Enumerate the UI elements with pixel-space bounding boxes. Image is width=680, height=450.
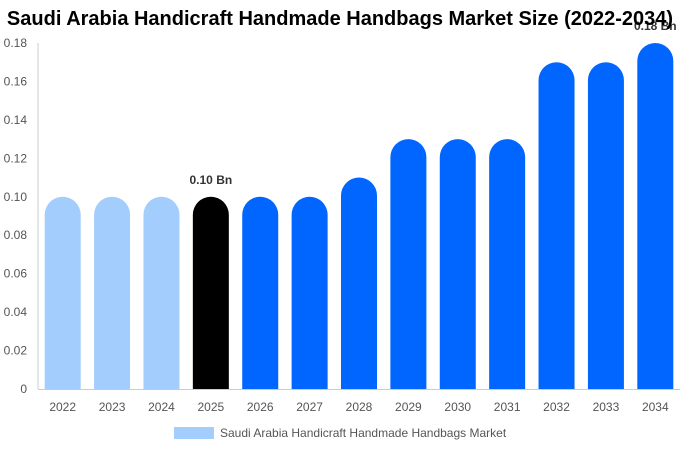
x-tick-label: 2025 <box>197 400 224 414</box>
x-tick-label: 2029 <box>395 400 422 414</box>
y-tick-label: 0.04 <box>4 305 28 319</box>
bar-2031 <box>489 139 526 389</box>
x-tick-label: 2031 <box>494 400 521 414</box>
legend-label: Saudi Arabia Handicraft Handmade Handbag… <box>220 426 507 440</box>
x-tick-label: 2022 <box>49 400 76 414</box>
bar-2034 <box>637 43 674 389</box>
y-tick-label: 0.12 <box>4 151 28 165</box>
x-tick-label: 2026 <box>247 400 274 414</box>
y-tick-label: 0.16 <box>4 74 28 88</box>
bar-2030 <box>439 139 476 389</box>
bar-2032 <box>538 62 575 389</box>
data-label: 0.18 Bn <box>634 19 677 33</box>
bar-2025 <box>192 196 229 389</box>
bar-2027 <box>291 196 328 389</box>
bar-2026 <box>242 196 279 389</box>
bar-2024 <box>143 196 180 389</box>
bar-2022 <box>44 196 81 389</box>
x-tick-label: 2034 <box>642 400 669 414</box>
y-tick-label: 0.18 <box>4 36 28 50</box>
chart-title: Saudi Arabia Handicraft Handmade Handbag… <box>6 8 674 30</box>
y-tick-label: 0.08 <box>4 228 28 242</box>
data-label: 0.10 Bn <box>190 173 233 187</box>
chart-legend: Saudi Arabia Handicraft Handmade Handbag… <box>174 426 506 440</box>
x-tick-label: 2030 <box>444 400 471 414</box>
x-tick-label: 2023 <box>99 400 126 414</box>
y-tick-label: 0.06 <box>4 267 28 281</box>
x-tick-label: 2027 <box>296 400 323 414</box>
bar-2033 <box>587 62 624 389</box>
bar-2023 <box>94 196 131 389</box>
y-tick-label: 0.02 <box>4 344 28 358</box>
bar-2028 <box>341 177 377 389</box>
y-tick-label: 0.10 <box>4 190 28 204</box>
legend-swatch <box>174 427 214 439</box>
x-tick-label: 2024 <box>148 400 175 414</box>
bar-2029 <box>390 139 427 389</box>
x-tick-label: 2032 <box>543 400 570 414</box>
y-tick-label: 0 <box>20 382 27 396</box>
y-tick-label: 0.14 <box>4 113 28 127</box>
x-tick-label: 2033 <box>593 400 620 414</box>
x-tick-label: 2028 <box>346 400 373 414</box>
